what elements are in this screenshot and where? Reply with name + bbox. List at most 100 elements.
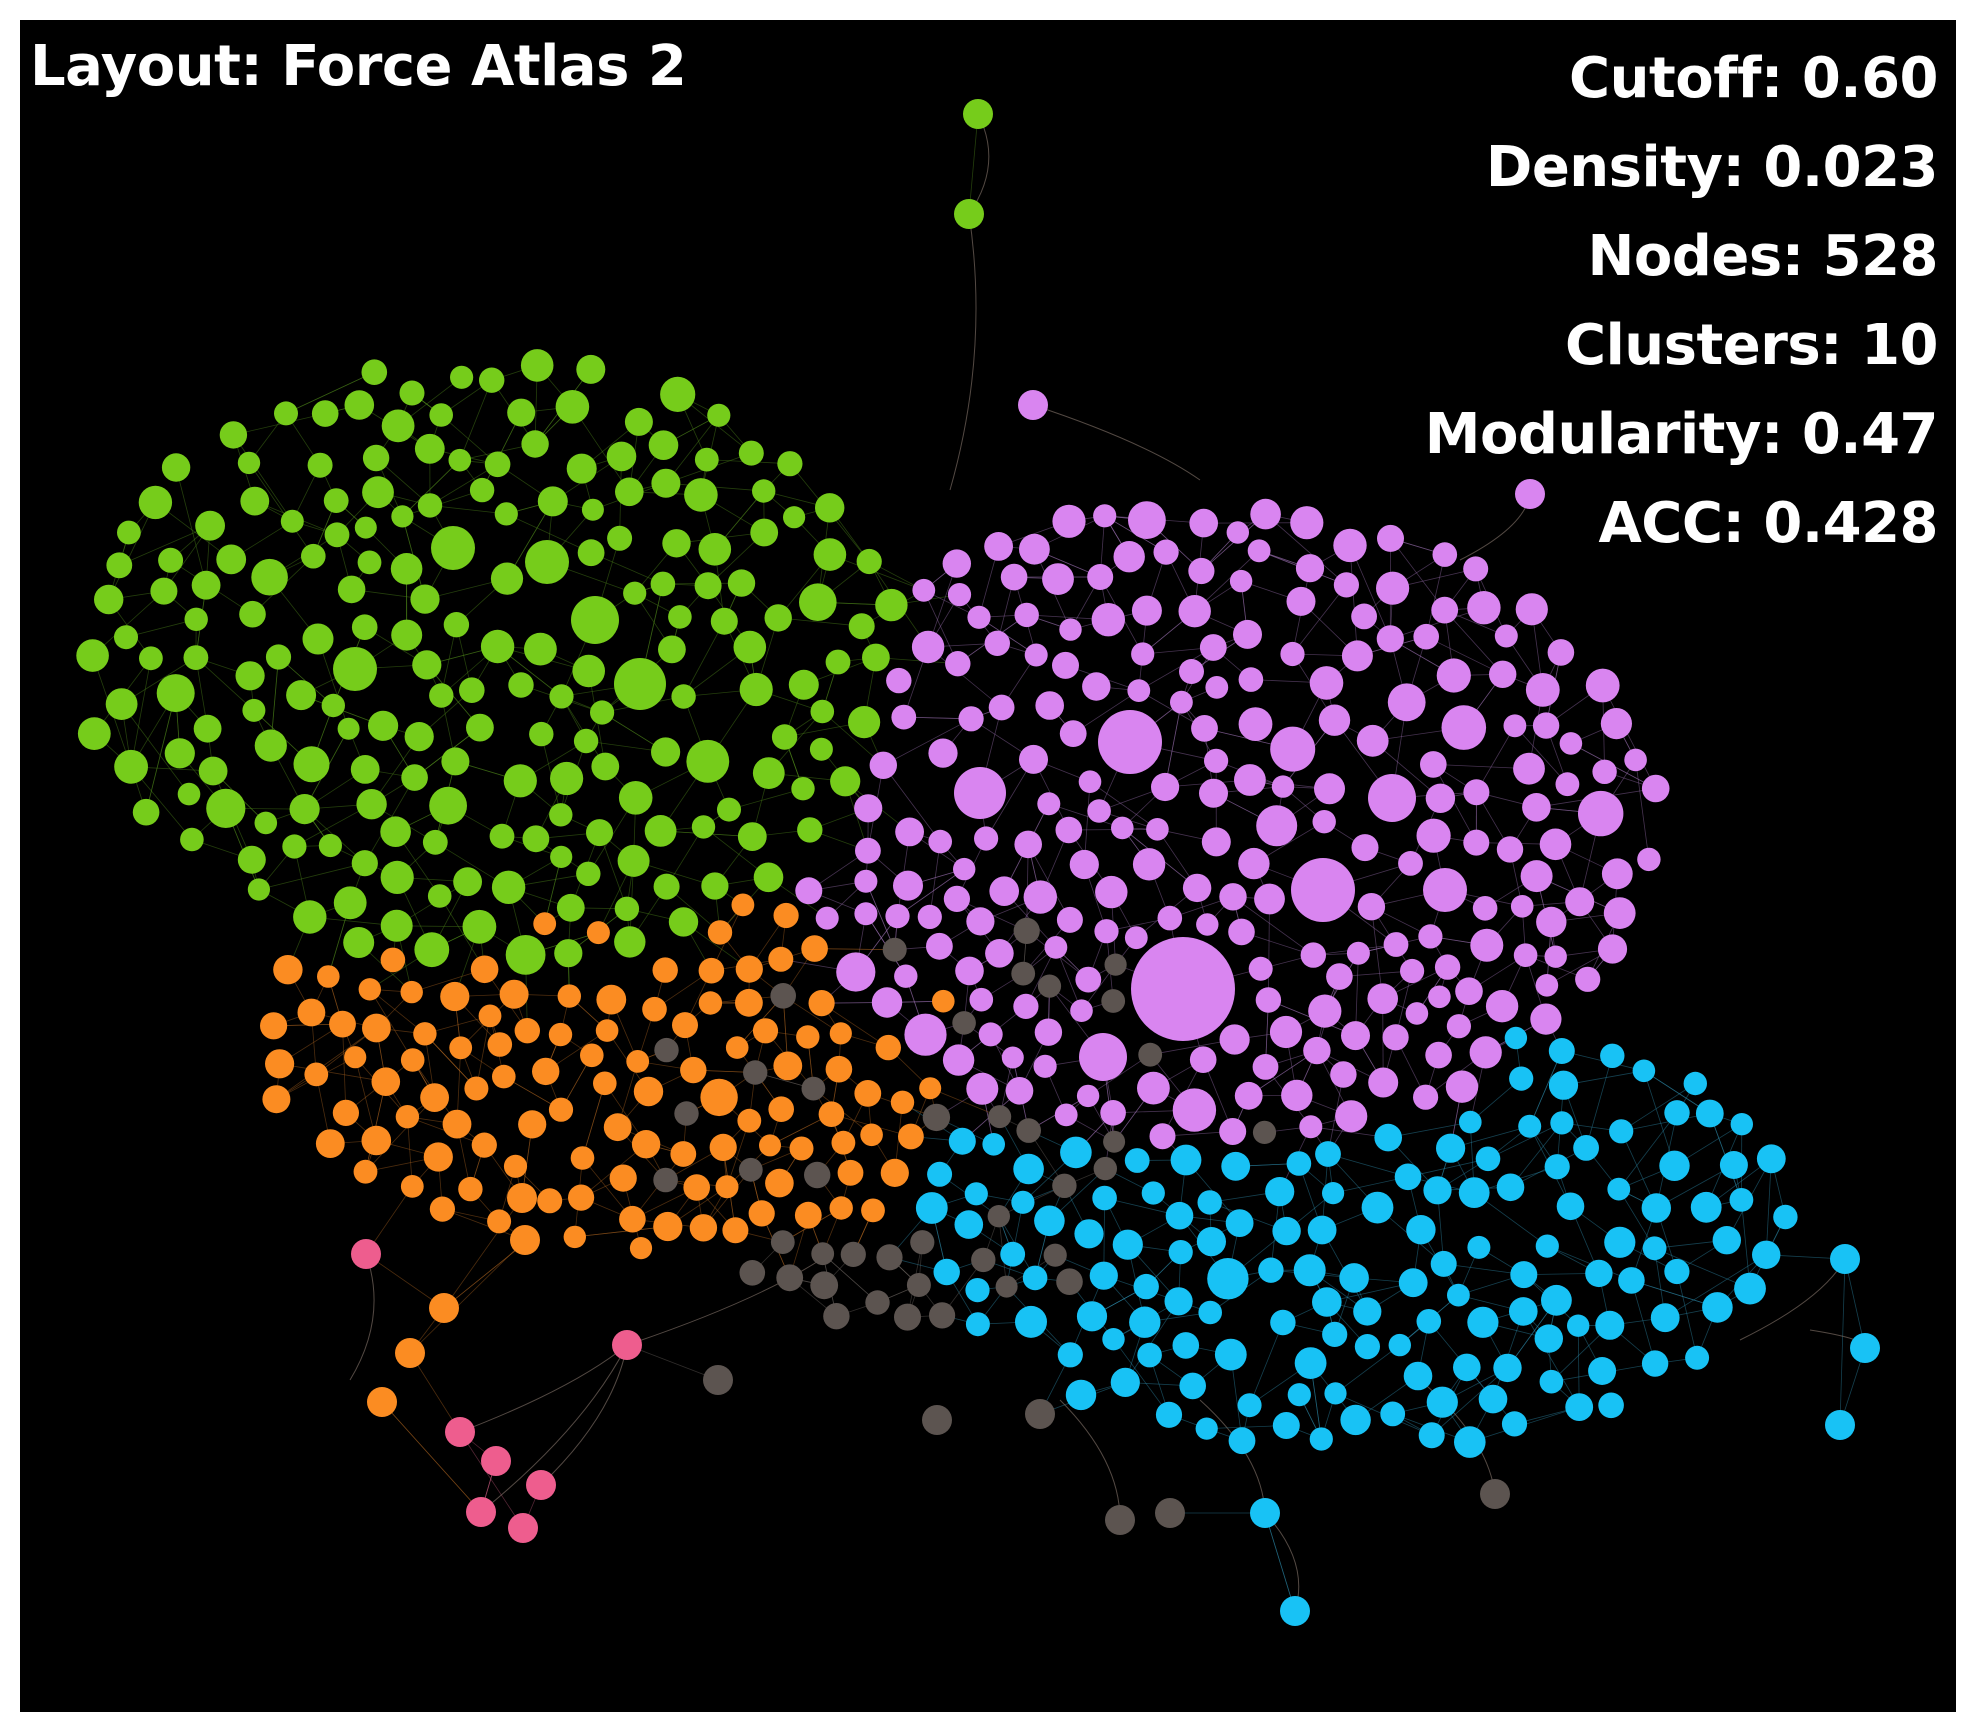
graph-node-gray bbox=[988, 1105, 1012, 1129]
graph-node-cyan bbox=[1730, 1113, 1754, 1136]
graph-node-green bbox=[653, 873, 680, 900]
graph-node-green bbox=[614, 896, 640, 921]
graph-node-green bbox=[77, 717, 111, 750]
graph-node-violet bbox=[871, 987, 903, 1018]
graph-node-violet bbox=[1196, 913, 1219, 936]
graph-node-cyan bbox=[1141, 1181, 1165, 1205]
graph-node-green bbox=[644, 815, 677, 847]
graph-node-green bbox=[184, 607, 208, 631]
graph-node-cyan bbox=[1493, 1353, 1522, 1383]
graph-node-green bbox=[590, 700, 615, 725]
graph-node-green bbox=[156, 674, 195, 713]
graph-node-green bbox=[491, 870, 526, 904]
graph-node-violet bbox=[1111, 816, 1134, 840]
graph-edge bbox=[443, 1240, 528, 1309]
graph-node-violet bbox=[1199, 778, 1228, 808]
graph-node-cyan bbox=[1237, 1393, 1262, 1418]
graph-node-violet bbox=[1127, 679, 1151, 702]
graph-node-violet bbox=[836, 952, 876, 992]
graph-node-violet bbox=[984, 630, 1010, 656]
graph-node-cyan bbox=[1539, 1369, 1564, 1394]
graph-node-green bbox=[668, 605, 692, 629]
graph-node-cyan bbox=[964, 1182, 988, 1206]
graph-node-green bbox=[302, 623, 334, 655]
graph-node-green bbox=[797, 817, 823, 843]
graph-node-green bbox=[356, 789, 387, 820]
graph-node-green bbox=[810, 699, 835, 724]
graph-node-violet bbox=[1256, 805, 1298, 847]
graph-node-orange bbox=[825, 1055, 853, 1083]
graph-edge bbox=[1199, 1399, 1266, 1514]
graph-node-violet bbox=[989, 876, 1019, 906]
graph-node-violet bbox=[1530, 1003, 1562, 1035]
graph-node-cyan bbox=[1270, 1309, 1296, 1336]
graph-edge bbox=[1432, 764, 1477, 843]
graph-node-green bbox=[508, 672, 534, 698]
graph-node-cyan bbox=[965, 1278, 990, 1303]
graph-node-cyan bbox=[1534, 1324, 1564, 1353]
graph-node-violet bbox=[1219, 1024, 1250, 1055]
graph-node-orange bbox=[880, 1158, 909, 1187]
graph-node-orange bbox=[371, 1067, 401, 1096]
graph-node-orange bbox=[315, 1129, 345, 1158]
graph-node-green bbox=[462, 909, 497, 944]
graph-edge bbox=[1232, 896, 1314, 956]
graph-node-cyan bbox=[1752, 1240, 1781, 1270]
graph-node-green bbox=[537, 486, 568, 517]
graph-node-violet bbox=[1233, 619, 1262, 649]
graph-node-violet bbox=[1413, 1084, 1439, 1110]
graph-node-green bbox=[251, 558, 288, 596]
graph-edge bbox=[1431, 1367, 1508, 1436]
graph-node-green bbox=[427, 884, 452, 908]
graph-edge bbox=[1371, 906, 1384, 999]
network-graph-panel: Layout: Force Atlas 2 Cutoff: 0.60 Densi… bbox=[20, 20, 1956, 1712]
graph-node-cyan bbox=[1664, 1100, 1690, 1126]
graph-node-green bbox=[274, 401, 298, 426]
graph-node-green bbox=[321, 693, 345, 718]
graph-node-green bbox=[429, 403, 454, 427]
graph-edge bbox=[409, 1239, 526, 1354]
graph-edge bbox=[424, 1033, 477, 1089]
graph-node-green bbox=[390, 553, 423, 585]
graph-node-green bbox=[624, 407, 653, 436]
graph-node-violet bbox=[1547, 639, 1575, 666]
graph-node-green bbox=[484, 451, 511, 478]
graph-node-green bbox=[280, 509, 304, 533]
graph-node-cyan bbox=[1719, 1151, 1748, 1179]
graph-node-violet bbox=[969, 987, 994, 1012]
graph-node-cyan bbox=[1164, 1287, 1193, 1316]
graph-node-orange bbox=[514, 1018, 540, 1044]
graph-node-green bbox=[566, 453, 597, 484]
graph-edge bbox=[1643, 1070, 1675, 1166]
graph-edge bbox=[1656, 1164, 1735, 1209]
graph-node-violet bbox=[1597, 934, 1628, 964]
graph-edge bbox=[1164, 702, 1182, 788]
graph-node-cyan bbox=[1272, 1412, 1300, 1439]
graph-node-green bbox=[520, 349, 554, 382]
graph-node-violet bbox=[1013, 993, 1039, 1020]
graph-node-green bbox=[391, 505, 414, 528]
graph-node-pink bbox=[481, 1446, 511, 1476]
graph-node-violet bbox=[1281, 1079, 1313, 1112]
graph-node-green bbox=[132, 798, 160, 826]
graph-node-violet bbox=[1463, 779, 1490, 806]
graph-node-violet bbox=[885, 904, 910, 929]
graph-edge bbox=[1265, 513, 1347, 586]
graph-node-orange bbox=[629, 1237, 653, 1260]
graph-node-violet bbox=[1178, 595, 1211, 628]
graph-node-violet bbox=[1416, 818, 1451, 853]
graph-node-violet bbox=[1420, 751, 1447, 778]
graph-edge bbox=[626, 1344, 719, 1381]
graph-edge bbox=[317, 638, 349, 729]
graph-node-green bbox=[529, 721, 554, 747]
graph-node-cyan bbox=[1076, 1301, 1108, 1332]
graph-node-violet bbox=[1238, 707, 1273, 741]
graph-node-orange bbox=[537, 1188, 563, 1214]
graph-node-violet bbox=[1326, 963, 1353, 990]
graph-edge bbox=[443, 1240, 528, 1309]
graph-node-cyan bbox=[1567, 1314, 1590, 1337]
graph-node-cyan bbox=[1133, 1273, 1159, 1300]
graph-edge bbox=[1138, 647, 1214, 691]
graph-edge bbox=[683, 621, 725, 697]
graph-edge bbox=[821, 1002, 889, 1048]
